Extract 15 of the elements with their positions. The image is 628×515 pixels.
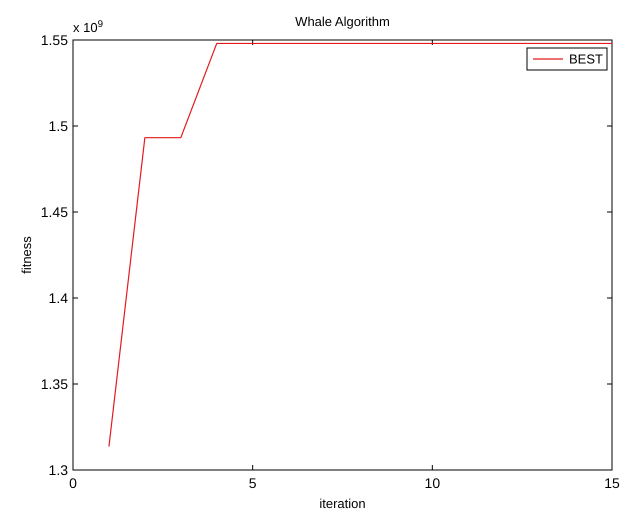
legend-label: BEST <box>569 52 604 67</box>
x-tick-label: 0 <box>69 475 78 491</box>
y-tick-label: 1.55 <box>40 32 68 48</box>
x-tick-label: 5 <box>248 475 257 491</box>
y-tick-label: 1.5 <box>48 118 68 134</box>
x-tick-label: 10 <box>424 475 440 491</box>
x-tick-label: 15 <box>604 475 620 491</box>
y-tick-label: 1.3 <box>48 462 68 478</box>
chart-title: Whale Algorithm <box>295 14 390 29</box>
y-tick-label: 1.4 <box>48 290 68 306</box>
y-tick-label: 1.45 <box>40 204 68 220</box>
y-tick-label: 1.35 <box>40 376 68 392</box>
y-axis-title: fitness <box>19 236 34 274</box>
x-axis-title: iteration <box>319 496 366 511</box>
text: x 10$^{9}$ <box>73 18 104 35</box>
